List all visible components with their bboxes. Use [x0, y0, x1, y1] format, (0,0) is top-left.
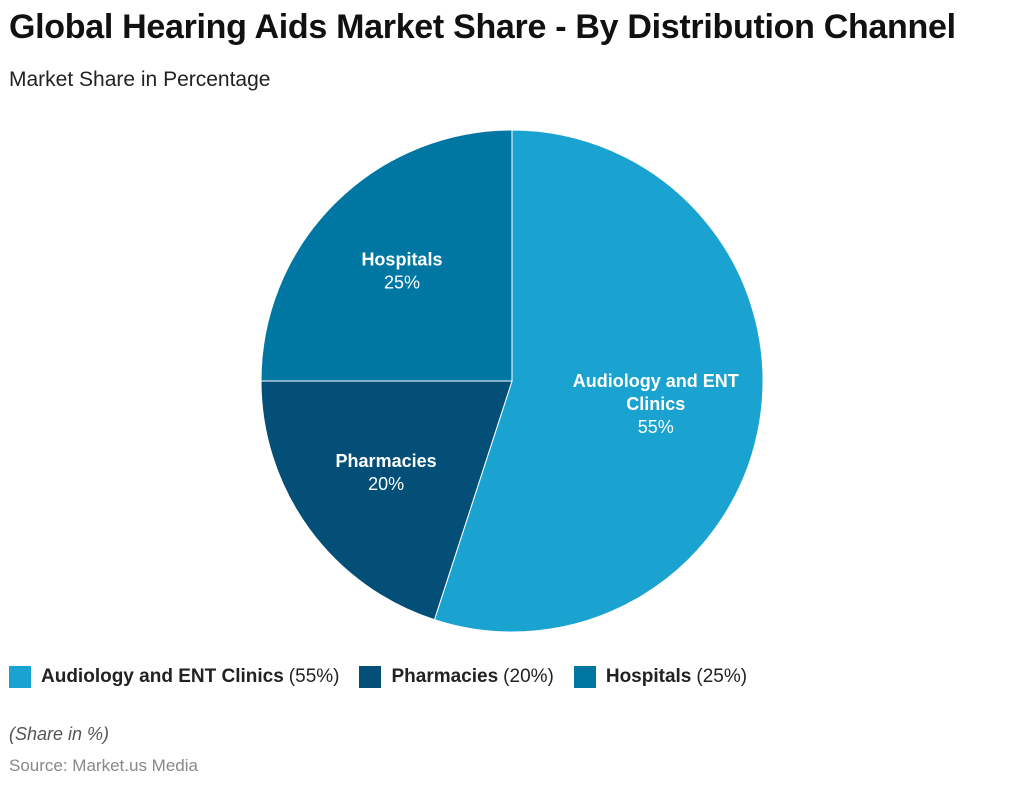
legend-swatch — [9, 666, 31, 688]
legend-item-pharmacies: Pharmacies (20%) — [359, 666, 554, 688]
legend-label: Pharmacies — [391, 666, 499, 687]
legend: Audiology and ENT Clinics (55%) Pharmaci… — [9, 666, 747, 688]
legend-swatch — [359, 666, 382, 688]
slice-label-value: 25% — [384, 272, 420, 292]
chart-title: Global Hearing Aids Market Share - By Di… — [9, 8, 956, 46]
legend-value: (55%) — [288, 666, 340, 687]
slice-label-name: Clinics — [626, 394, 685, 414]
slice-label-value: 55% — [638, 417, 674, 437]
legend-swatch — [573, 666, 596, 688]
pie-slice-audiology-and-ent-clinics — [433, 129, 764, 633]
legend-label: Audiology and ENT Clinics — [41, 666, 284, 687]
pie-slice-hospitals — [260, 129, 513, 382]
legend-value: (25%) — [696, 666, 748, 687]
legend-item-hospitals: Hospitals (25%) — [573, 666, 748, 688]
chart-subtitle: Market Share in Percentage — [9, 68, 271, 91]
chart-note: (Share in %) — [9, 724, 110, 744]
legend-item-audiology: Audiology and ENT Clinics (55%) — [9, 666, 339, 688]
slice-label-name: Hospitals — [361, 249, 442, 269]
pie-slice-pharmacies — [260, 380, 513, 621]
chart-source: Source: Market.us Media — [9, 756, 198, 775]
slice-label: Hospitals 25% — [361, 249, 442, 292]
slice-label-name: Pharmacies — [336, 451, 437, 471]
legend-value: (20%) — [503, 666, 554, 687]
slice-label: Pharmacies 20% — [336, 451, 437, 494]
slice-label: Audiology and ENT Clinics 55% — [573, 371, 739, 437]
slice-label-value: 20% — [368, 474, 404, 494]
slice-label-name: Audiology and ENT — [573, 371, 739, 391]
pie-chart: Audiology and ENT Clinics 55% Pharmacies 20%… — [260, 129, 764, 633]
legend-label: Hospitals — [605, 666, 692, 687]
